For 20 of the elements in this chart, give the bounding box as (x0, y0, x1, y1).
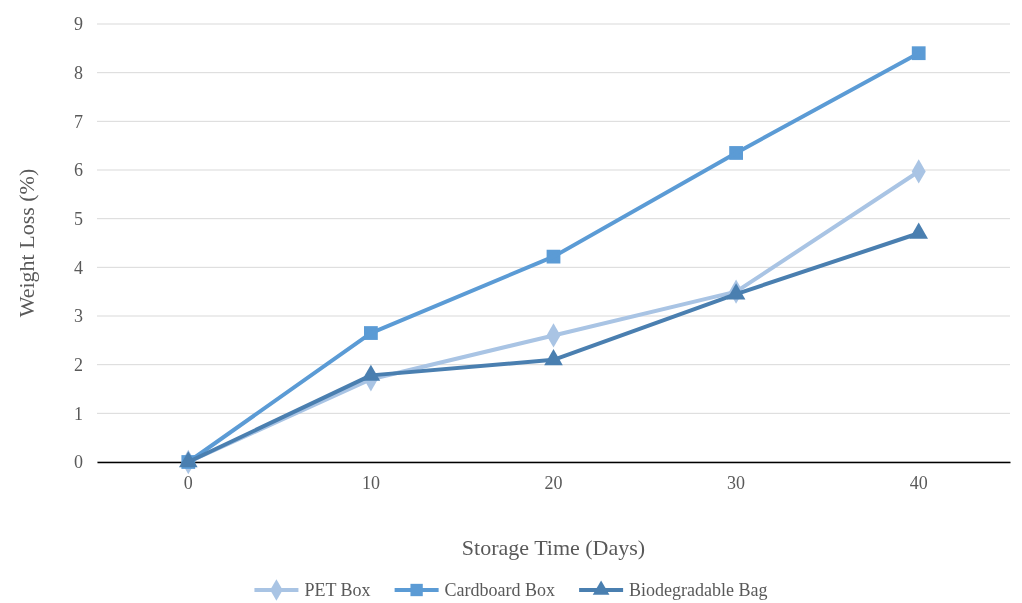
y-tick-label: 6 (74, 160, 83, 181)
y-tick-label: 4 (74, 257, 83, 278)
y-tick-label: 5 (74, 208, 83, 229)
x-tick-label: 30 (727, 472, 746, 493)
x-tick-label: 40 (909, 472, 928, 493)
y-tick-label: 0 (74, 452, 83, 473)
y-tick-label: 3 (74, 306, 83, 327)
x-tick-label: 20 (544, 472, 563, 493)
x-axis-title: Storage Time (Days) (461, 535, 646, 560)
x-tick-label: 10 (361, 472, 380, 493)
y-axis-title: Weight Loss (%) (14, 168, 39, 318)
legend-label: PET Box (304, 580, 371, 600)
legend-label: Biodegradable Bag (629, 580, 768, 600)
y-tick-label: 9 (74, 14, 83, 35)
legend-label: Cardboard Box (444, 580, 556, 600)
y-tick-label: 2 (74, 354, 83, 375)
y-tick-label: 1 (74, 403, 83, 424)
y-tick-label: 7 (74, 111, 83, 132)
y-tick-label: 8 (74, 62, 83, 83)
x-tick-label: 0 (183, 472, 193, 493)
